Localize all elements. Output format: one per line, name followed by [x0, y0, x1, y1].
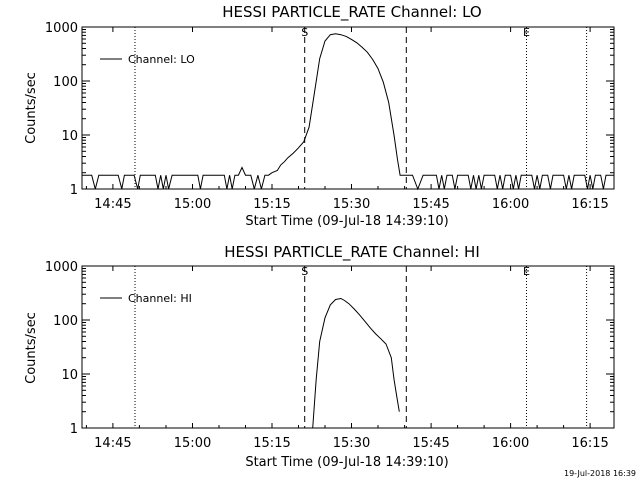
- hi-x-tick-label-5: 16:00: [492, 436, 529, 451]
- lo-y-tick-label-0: 1: [70, 183, 78, 198]
- hi-x-tick-label-2: 15:15: [253, 436, 290, 451]
- hi-marker-label-e: E: [523, 265, 530, 278]
- hi-y-tick-label-2: 100: [53, 314, 78, 329]
- lo-marker-label-s: S: [301, 26, 308, 39]
- lo-y-tick-label-3: 1000: [45, 21, 78, 36]
- lo-marker-label-e: E: [523, 26, 530, 39]
- lo-x-tick-label-4: 15:45: [412, 197, 449, 212]
- lo-plot-frame: [81, 26, 615, 190]
- lo-y-tick-label-1: 10: [61, 129, 78, 144]
- hi-chart-title: HESSI PARTICLE_RATE Channel: HI: [224, 243, 480, 262]
- lo-axes: 14:45 15:00 15:15 15:30 15:45 16:00 16:15 1 10 10…: [45, 21, 614, 212]
- hi-series-line-0: [312, 297, 400, 429]
- hi-plot-frame: [81, 265, 615, 429]
- hi-legend: Channel: HI: [100, 292, 192, 305]
- lo-series-line-0: [82, 33, 614, 191]
- lo-x-axis-label: Start Time (09-Jul-18 14:39:10): [245, 214, 448, 229]
- hi-series: [312, 297, 400, 429]
- hi-x-tick-label-6: 16:15: [571, 436, 608, 451]
- lo-x-tick-label-3: 15:30: [333, 197, 370, 212]
- hi-y-tick-label-1: 10: [61, 368, 78, 383]
- lo-y-axis-label: Counts/sec: [24, 72, 39, 144]
- hi-x-tick-label-3: 15:30: [333, 436, 370, 451]
- lo-series: [82, 33, 614, 191]
- lo-x-tick-label-5: 16:00: [492, 197, 529, 212]
- hi-x-tick-label-4: 15:45: [412, 436, 449, 451]
- hi-axes: 14:45 15:00 15:15 15:30 15:45 16:00 16:15 1 10 10…: [45, 260, 614, 451]
- hi-y-tick-label-0: 1: [70, 422, 78, 437]
- lo-x-tick-label-2: 15:15: [253, 197, 290, 212]
- lo-y-tick-label-2: 100: [53, 75, 78, 90]
- lo-legend-label: Channel: LO: [128, 53, 195, 66]
- lo-x-tick-label-6: 16:15: [571, 197, 608, 212]
- lo-x-tick-label-0: 14:45: [94, 197, 131, 212]
- hi-x-tick-label-0: 14:45: [94, 436, 131, 451]
- hi-y-axis-label: Counts/sec: [24, 312, 39, 384]
- lo-legend: Channel: LO: [100, 53, 195, 66]
- lo-chart-title: HESSI PARTICLE_RATE Channel: LO: [222, 3, 481, 22]
- hi-x-axis-label: Start Time (09-Jul-18 14:39:10): [245, 455, 448, 470]
- hi-legend-label: Channel: HI: [128, 292, 192, 305]
- generation-timestamp: 19-Jul-2018 16:39: [564, 469, 636, 478]
- hi-y-tick-label-3: 1000: [45, 260, 78, 275]
- hi-marker-label-s: S: [301, 265, 308, 278]
- hi-x-tick-label-1: 15:00: [174, 436, 211, 451]
- lo-x-tick-label-1: 15:00: [174, 197, 211, 212]
